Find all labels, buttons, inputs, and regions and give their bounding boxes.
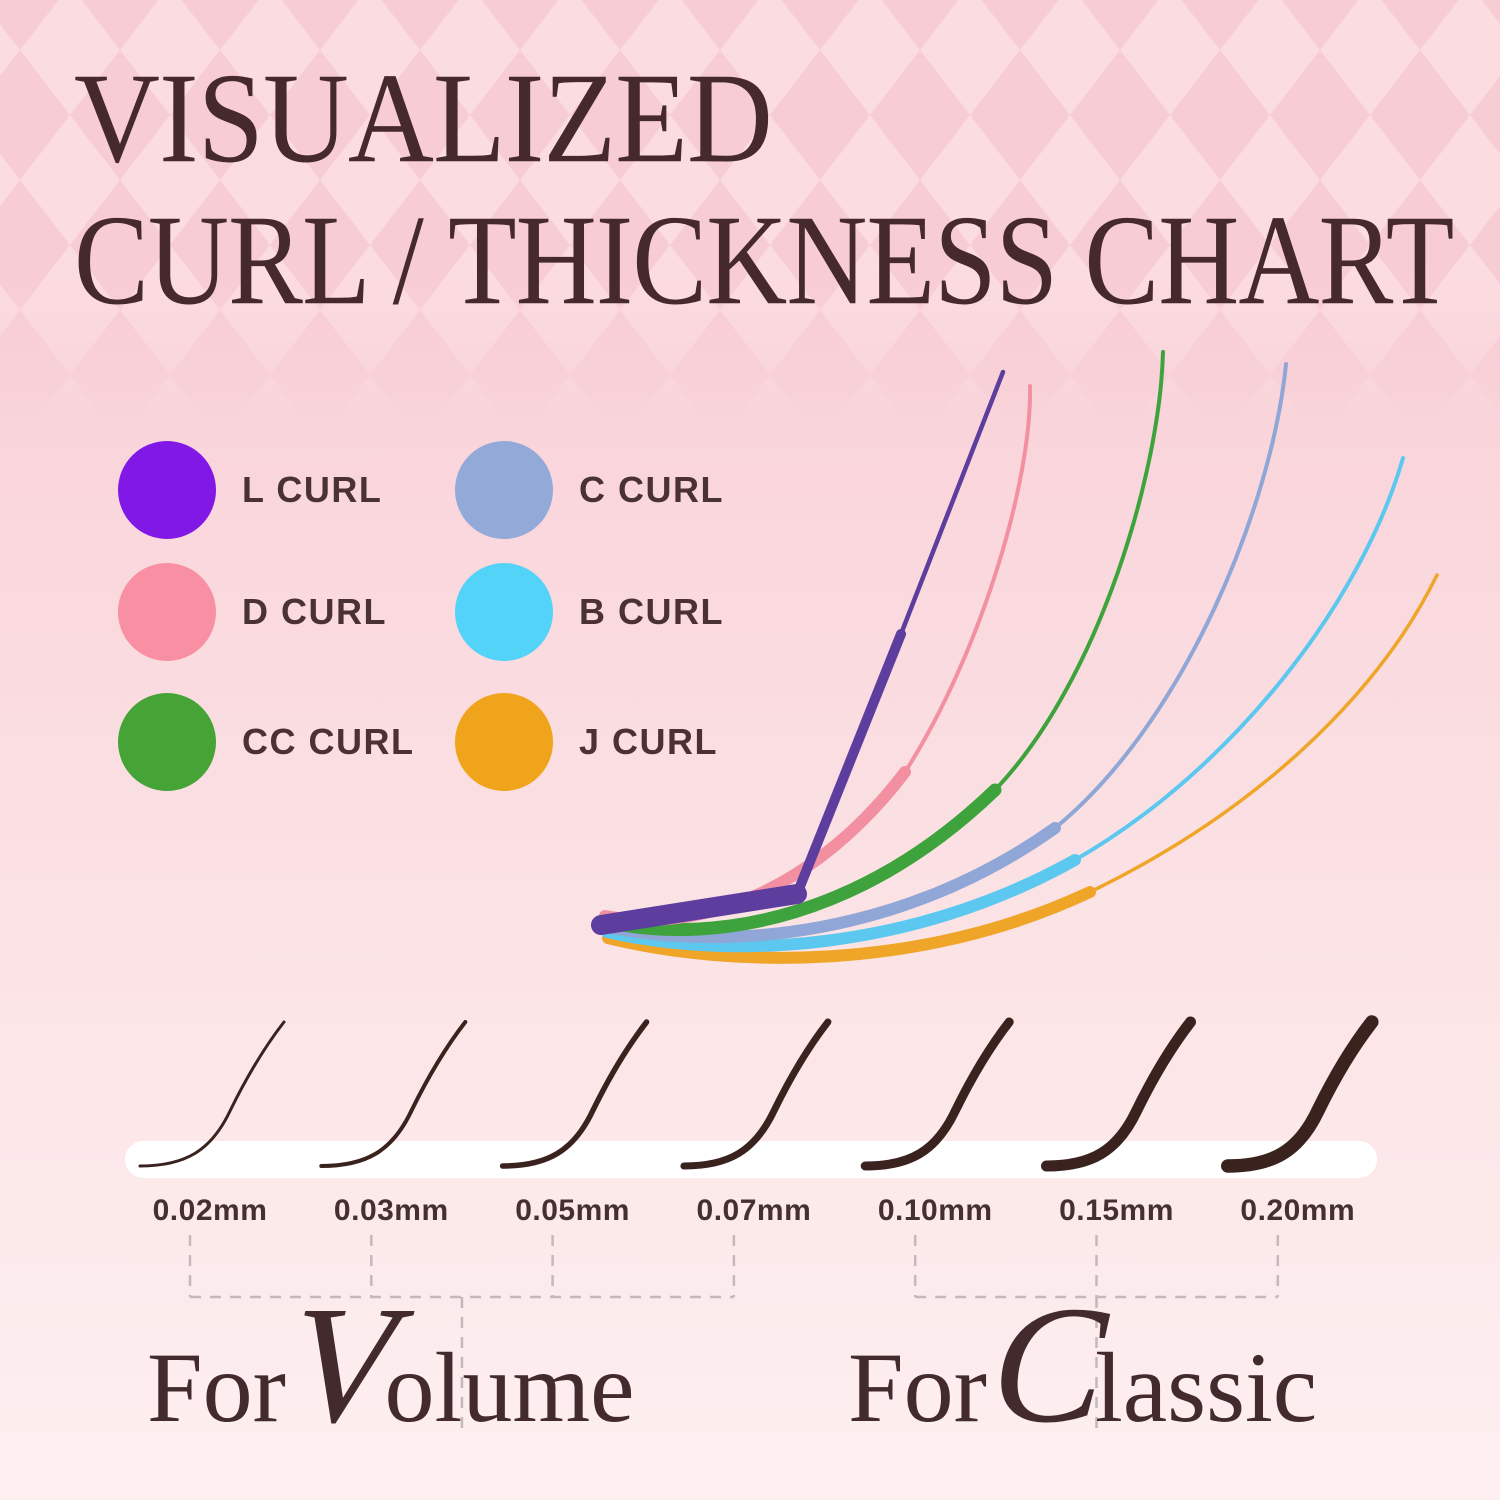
- lash-sample-0.02mm: [138, 1020, 286, 1168]
- for-volume-prefix: For: [147, 1332, 286, 1443]
- curl-line-d-curl-tip: [903, 384, 1033, 774]
- cc-curl-color-dot-icon: [118, 693, 216, 791]
- curl-line-cc-curl-base: [599, 783, 1002, 936]
- legend-item-c-curl: C CURL: [455, 441, 724, 539]
- lash-sample-0.03mm: [319, 1020, 468, 1168]
- legend-label: J CURL: [579, 721, 719, 762]
- j-curl-color-dot-icon: [455, 693, 553, 791]
- for-classic-prefix: For: [848, 1332, 987, 1443]
- for-volume-caption: For V olume: [147, 1272, 635, 1458]
- for-volume-word-rest: olume: [384, 1332, 635, 1443]
- for-classic-word-rest: lassic: [1094, 1332, 1318, 1443]
- legend-label: CC CURL: [242, 721, 415, 762]
- curl-line-b-curl-tip: [1073, 456, 1405, 862]
- for-classic-caption: For C lassic: [848, 1272, 1318, 1458]
- legend-item-b-curl: B CURL: [455, 563, 724, 661]
- legend-item-l-curl: L CURL: [118, 441, 382, 539]
- l-curl-color-dot-icon: [118, 441, 216, 539]
- lash-sample-0.20mm: [1221, 1015, 1379, 1173]
- lash-sample-0.15mm: [1041, 1016, 1196, 1172]
- c-curl-color-dot-icon: [455, 441, 553, 539]
- curl-line-l-curl-tip: [898, 369, 1006, 637]
- curl-line-j-curl-tip: [1088, 573, 1439, 894]
- legend-label: C CURL: [579, 469, 724, 510]
- title-line-1: VISUALIZED: [74, 46, 773, 190]
- curl-line-l-curl-mid: [792, 629, 906, 899]
- thickness-label-0.07mm: 0.07mm: [696, 1194, 812, 1227]
- d-curl-color-dot-icon: [118, 563, 216, 661]
- title-line-2: CURL / THICKNESS CHART: [74, 188, 1454, 332]
- legend-item-j-curl: J CURL: [455, 693, 718, 791]
- legend-item-d-curl: D CURL: [118, 563, 387, 661]
- curl-line-cc-curl-tip: [993, 350, 1165, 792]
- diamond-pattern-svg: [0, 0, 1500, 430]
- b-curl-color-dot-icon: [455, 563, 553, 661]
- thickness-label-0.05mm: 0.05mm: [515, 1194, 630, 1227]
- curl-line-b-curl-base: [601, 854, 1081, 953]
- lash-sample-0.05mm: [499, 1019, 650, 1169]
- legend-label: B CURL: [579, 591, 724, 632]
- legend-item-cc-curl: CC CURL: [118, 693, 414, 791]
- curl-line-j-curl-base: [602, 886, 1096, 964]
- thickness-label-0.20mm: 0.20mm: [1240, 1194, 1356, 1227]
- thickness-label-0.15mm: 0.15mm: [1059, 1194, 1174, 1227]
- legend-label: D CURL: [242, 591, 387, 632]
- thickness-label-0.03mm: 0.03mm: [333, 1194, 449, 1227]
- thickness-label-0.10mm: 0.10mm: [877, 1194, 993, 1227]
- diamond-pattern-background: [0, 0, 1500, 430]
- legend-label: L CURL: [242, 469, 383, 510]
- lash-sample-0.07mm: [680, 1018, 832, 1170]
- curl-line-l-curl-base: [591, 884, 807, 935]
- page-title: VISUALIZED CURL / THICKNESS CHART: [74, 46, 1500, 326]
- curl-line-c-curl-tip: [1053, 362, 1288, 830]
- lash-sample-0.10mm: [860, 1017, 1014, 1171]
- thickness-label-0.02mm: 0.02mm: [152, 1194, 268, 1227]
